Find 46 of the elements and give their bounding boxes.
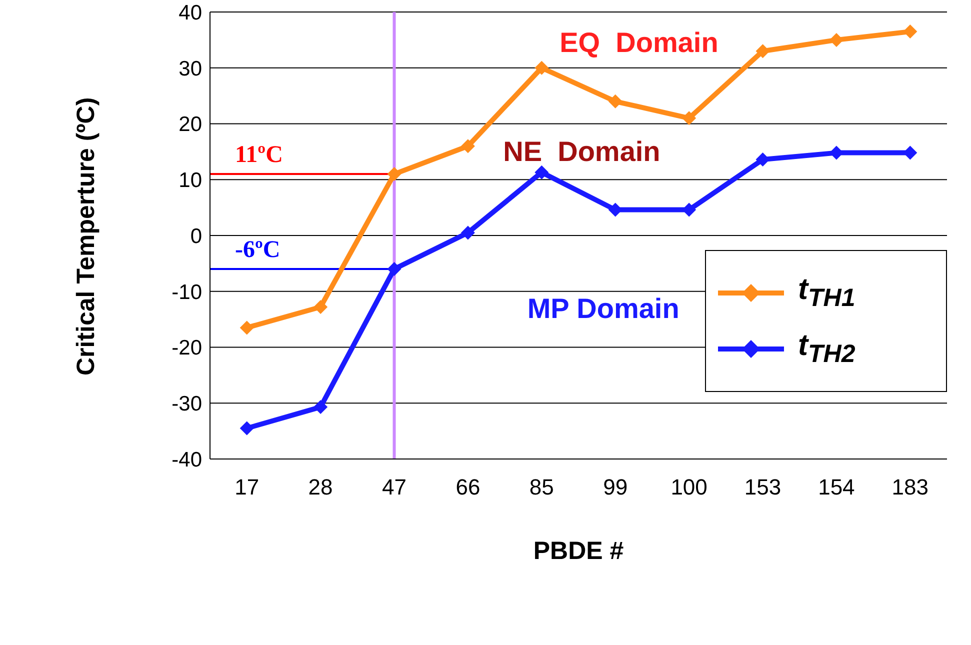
point [682, 111, 696, 126]
point [460, 139, 475, 154]
y-tick-label: -40 [172, 448, 202, 472]
point [534, 165, 549, 180]
y-tick-label: 30 [178, 57, 202, 80]
annotation: EQ Domain [560, 27, 718, 60]
x-tick-label: 100 [670, 474, 708, 500]
y-tick-label: 20 [178, 113, 202, 136]
point [460, 226, 475, 240]
x-tick-label: 183 [892, 474, 929, 500]
point [387, 262, 402, 276]
point [534, 60, 549, 75]
point [756, 44, 770, 58]
point [682, 202, 696, 217]
point [240, 421, 254, 436]
point [903, 24, 918, 39]
point [756, 152, 770, 167]
y-axis-title: Critical Temperture (ºC) [72, 97, 100, 376]
y-tick-label: 40 [178, 1, 202, 24]
legend-label: t$_{TH1}$ [798, 273, 856, 314]
x-tick-label: 66 [456, 474, 480, 500]
legend-label: t$_{TH2}$ [798, 329, 856, 370]
y-tick-label: 10 [178, 169, 202, 192]
point [829, 32, 844, 47]
point [608, 94, 622, 108]
x-axis-title: PBDE # [533, 537, 624, 565]
point [314, 400, 328, 414]
point [387, 167, 402, 182]
x-tick-label: 99 [603, 474, 628, 500]
y-tick-label: -10 [172, 280, 202, 304]
ref-line-label: 11ºC [235, 142, 283, 168]
x-tick-label: 28 [308, 474, 333, 500]
y-tick-label: 0 [190, 224, 202, 248]
ref-line-label: -6ºC [235, 237, 280, 264]
x-tick-label: 154 [818, 474, 855, 500]
y-tick-label: -20 [172, 336, 202, 360]
x-tick-label: 153 [744, 474, 782, 500]
annotation: MP Domain [527, 293, 680, 326]
annotation: NE Domain [503, 136, 660, 168]
x-tick-label: 85 [529, 474, 554, 500]
y-tick-label: -30 [172, 392, 202, 416]
x-tick-label: 17 [234, 474, 260, 500]
point [314, 300, 328, 314]
x-tick-label: 47 [382, 474, 406, 500]
point [829, 146, 844, 160]
point [240, 320, 254, 335]
